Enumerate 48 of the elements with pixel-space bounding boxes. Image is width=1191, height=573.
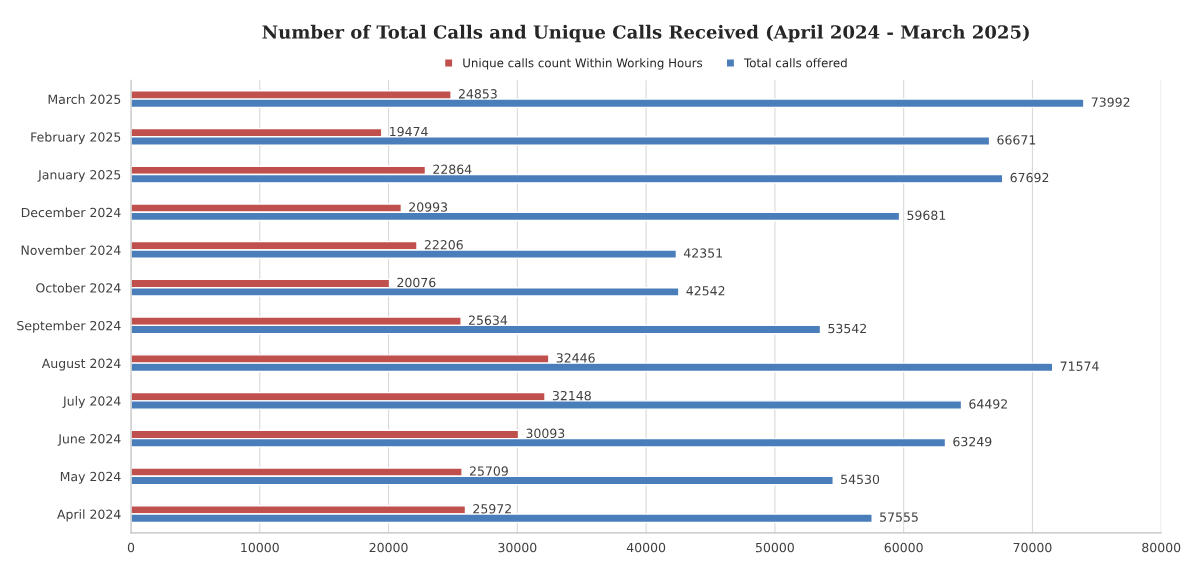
data-label: 24853	[458, 89, 497, 99]
data-label: 64492	[969, 399, 1007, 409]
legend-label: Total calls offered	[743, 58, 847, 68]
y-tick-label: October 2024	[36, 282, 121, 293]
data-label: 71574	[1060, 361, 1099, 371]
data-label: 25634	[468, 315, 508, 325]
x-tick-label: 10000	[241, 542, 279, 553]
data-label: 73992	[1091, 97, 1130, 107]
x-tick-label: 0	[127, 542, 135, 553]
legend-label: Unique calls count Within Working Hours	[463, 58, 703, 70]
data-label: 54530	[841, 474, 880, 485]
data-label: 25972	[473, 504, 511, 514]
data-label: 30093	[526, 428, 565, 439]
y-tick-label: January 2025	[37, 170, 121, 182]
data-label: 22864	[433, 164, 472, 174]
x-tick-label: 20000	[369, 542, 408, 553]
y-tick-label: November 2024	[21, 245, 121, 255]
data-label: 22206	[424, 239, 463, 250]
data-label: 59681	[907, 210, 946, 221]
x-tick-label: 60000	[884, 542, 923, 553]
data-label: 32148	[552, 390, 591, 401]
x-tick-label: 80000	[1142, 542, 1181, 553]
x-tick-label: 50000	[755, 542, 794, 553]
y-tick-label: February 2025	[31, 132, 121, 145]
data-label: 42351	[683, 248, 722, 258]
y-tick-label: April 2024	[57, 509, 121, 522]
chart-title: Number of Total Calls and Unique Calls Received (April 2024 - March 2025)	[262, 24, 1029, 43]
x-tick-label: 40000	[626, 542, 666, 553]
data-label: 57555	[880, 512, 918, 522]
data-label: 20076	[397, 277, 436, 288]
y-tick-label: August 2024	[41, 358, 121, 371]
data-label: 32446	[556, 353, 595, 363]
data-label: 63249	[953, 436, 992, 447]
data-label: 53542	[828, 323, 866, 334]
y-tick-label: July 2024	[62, 396, 121, 409]
y-tick-label: March 2025	[48, 94, 121, 105]
y-tick-label: September 2024	[17, 320, 121, 333]
data-label: 25709	[469, 466, 508, 476]
data-label: 19474	[390, 126, 428, 137]
x-tick-label: 30000	[498, 542, 537, 553]
y-tick-label: December 2024	[21, 207, 121, 218]
y-tick-label: May 2024	[60, 471, 121, 484]
y-tick-label: June 2024	[57, 434, 121, 446]
data-label: 20993	[409, 202, 448, 212]
data-label: 66671	[997, 135, 1036, 145]
data-label: 42542	[686, 286, 725, 296]
x-tick-label: 70000	[1013, 542, 1052, 553]
data-label: 67692	[1010, 172, 1049, 183]
